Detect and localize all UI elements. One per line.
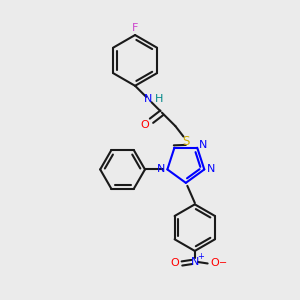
Text: O: O <box>210 259 219 269</box>
Text: −: − <box>218 259 226 269</box>
Text: O: O <box>140 120 149 130</box>
Text: N: N <box>190 257 199 267</box>
Text: S: S <box>182 134 190 148</box>
Text: +: + <box>197 252 204 261</box>
Text: N: N <box>207 164 215 174</box>
Text: N: N <box>199 140 207 150</box>
Text: H: H <box>155 94 163 104</box>
Text: O: O <box>170 259 179 269</box>
Text: F: F <box>132 23 138 34</box>
Text: N: N <box>157 164 165 174</box>
Text: N: N <box>144 94 153 104</box>
